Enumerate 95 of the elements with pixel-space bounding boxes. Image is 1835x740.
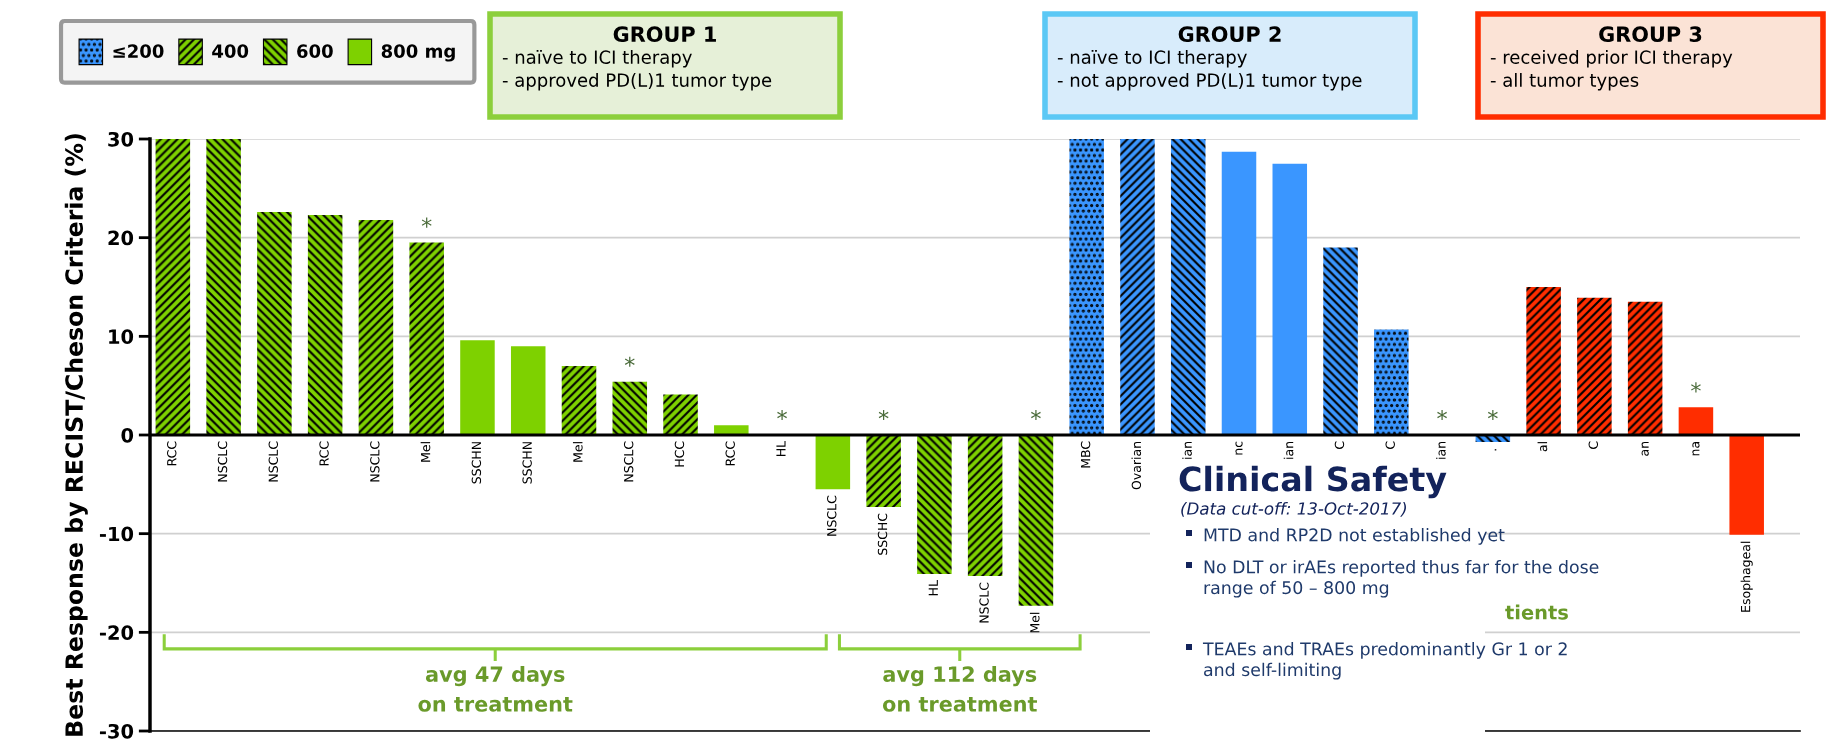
- text: GROUP 3: [1599, 26, 1702, 43]
- bar: [510, 346, 546, 435]
- bar: [714, 425, 749, 435]
- x-tick-label: SSCHN: [471, 442, 482, 484]
- annotation: tients: [1505, 604, 1568, 620]
- x-tick-label: Ovarian: [1131, 441, 1142, 490]
- y-tick-label: 10: [109, 329, 134, 344]
- x-tick-label: NSCLC: [979, 582, 989, 623]
- x-tick-label: HL: [928, 580, 938, 596]
- x-tick-label: C: [1334, 441, 1345, 449]
- annotation: Clinical Safety: [1179, 465, 1447, 499]
- bar: [663, 394, 698, 435]
- x-tick-label: Mel: [572, 442, 583, 462]
- data-label: *: [1691, 382, 1701, 393]
- bar: [1526, 287, 1561, 435]
- legend-label: ≤200: [113, 44, 164, 58]
- x-tick-label: C: [1385, 441, 1395, 449]
- x-tick-label: ian: [1283, 441, 1294, 459]
- x-tick-label: C: [1588, 441, 1599, 449]
- bar: [155, 139, 191, 435]
- x-tick-label: SSCHC: [877, 513, 888, 555]
- annotation: avg 112 days on treatment: [882, 665, 1037, 712]
- y-tick-label: 30: [108, 131, 134, 147]
- x-tick-label: RCC: [319, 441, 329, 466]
- bar: [409, 242, 444, 435]
- bar: [1374, 329, 1409, 435]
- bar: [1627, 301, 1663, 435]
- bar: [917, 435, 952, 575]
- x-tick-label: na: [1692, 442, 1700, 456]
- x-tick-label: HL: [776, 440, 786, 457]
- y-axis-title: Best Response by RECIST/Cheson Criteria (%): [64, 134, 88, 736]
- y-tick-label: 20: [108, 230, 134, 246]
- data-label: *: [624, 356, 635, 367]
- bar: [561, 365, 597, 435]
- data-label: *: [421, 217, 432, 228]
- bar: [1678, 407, 1714, 435]
- x-tick-label: .: [1494, 449, 1497, 451]
- bar: [1323, 247, 1358, 435]
- legend-label: 800 mg: [381, 44, 455, 62]
- data-label: *: [1487, 409, 1498, 421]
- bar: [1577, 297, 1612, 435]
- x-tick-label: MBC: [1080, 441, 1091, 468]
- annotation: MTD and RP2D not established yet: [1204, 528, 1505, 545]
- x-tick-label: NSCLC: [623, 441, 634, 482]
- bar: [1120, 139, 1155, 435]
- bar: [866, 435, 901, 508]
- x-tick-label: NSCLC: [827, 495, 837, 536]
- annotation: No DLT or irAEs reported thus far for the dose range of 50 – 800 mg: [1204, 560, 1599, 598]
- data-label: *: [1437, 409, 1447, 421]
- bar: [1069, 139, 1104, 435]
- y-tick-label: -20: [99, 625, 134, 640]
- bar: [460, 340, 495, 435]
- y-tick-label: -10: [99, 526, 134, 542]
- x-tick-label: NSCLC: [217, 441, 228, 482]
- y-tick-label: 0: [121, 427, 134, 443]
- x-tick-label: Mel: [1029, 612, 1040, 633]
- y-tick-label: -30: [99, 723, 134, 739]
- legend-label: 600: [297, 44, 333, 58]
- x-tick-label: NSCLC: [268, 441, 279, 482]
- bar: [1018, 435, 1054, 606]
- x-tick-label: SSCHN: [522, 442, 532, 484]
- bar: [1221, 151, 1257, 435]
- annotation: TEAEs and TRAEs predominantly Gr 1 or 2 and self-limiting: [1202, 642, 1567, 680]
- x-tick-label: ian: [1436, 441, 1446, 459]
- x-tick-label: ian: [1182, 441, 1192, 459]
- text: - naïve to ICI therapy - not approved PD(L)1 tumor type: [1057, 50, 1362, 91]
- x-tick-label: HCC: [674, 441, 685, 467]
- data-label: *: [1031, 409, 1041, 421]
- x-tick-label: nc: [1235, 441, 1243, 455]
- annotation: (Data cut-off: 13-Oct-2017): [1181, 501, 1406, 517]
- x-tick-label: an: [1641, 441, 1649, 456]
- bar: [967, 435, 1003, 577]
- bar: [815, 435, 851, 490]
- x-tick-label: RCC: [725, 441, 735, 466]
- bar: [358, 219, 394, 435]
- bar: [1729, 435, 1764, 535]
- bar: [612, 381, 648, 435]
- data-label: *: [777, 409, 787, 421]
- data-label: *: [878, 409, 889, 421]
- annotation: avg 47 days on treatment: [418, 665, 573, 712]
- text: GROUP 1: [613, 26, 716, 43]
- bar: [1170, 139, 1206, 435]
- text: GROUP 2: [1178, 26, 1281, 43]
- x-tick-label: Mel: [420, 442, 431, 462]
- x-tick-label: Esophageal: [1740, 541, 1753, 612]
- legend-label: 400: [212, 44, 249, 58]
- x-tick-label: NSCLC: [370, 441, 380, 482]
- x-tick-label: al: [1537, 442, 1548, 452]
- bar: [257, 212, 292, 435]
- x-tick-label: RCC: [167, 441, 177, 466]
- text: - received prior ICI therapy - all tumor types: [1490, 50, 1733, 91]
- bar: [307, 214, 343, 435]
- bar: [206, 139, 241, 435]
- bar: [1272, 163, 1308, 435]
- text: - naïve to ICI therapy - approved PD(L)1 tumor type: [502, 50, 772, 91]
